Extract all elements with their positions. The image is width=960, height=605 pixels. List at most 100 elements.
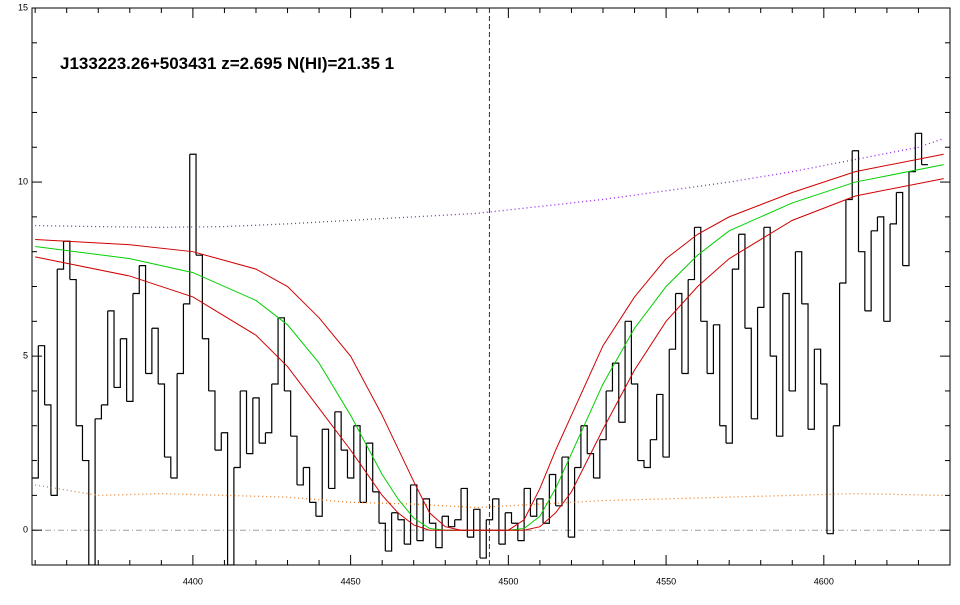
flux-step <box>315 429 323 517</box>
flux-step <box>290 435 298 485</box>
flux-step <box>713 324 721 426</box>
dotted-curve <box>35 484 944 509</box>
flux-step <box>732 234 740 270</box>
flux-step <box>44 404 52 496</box>
flux-step <box>252 397 260 444</box>
flux-step <box>69 278 77 426</box>
flux-step <box>322 428 330 489</box>
flux-step <box>372 491 380 524</box>
flux-step <box>107 310 115 388</box>
flux-step <box>814 348 822 384</box>
flux-step <box>467 509 475 538</box>
chart-title: J133223.26+503431 z=2.695 N(HI)=21.35 1 <box>60 54 394 73</box>
flux-step <box>50 269 58 496</box>
flux-step <box>303 466 311 503</box>
axes: 4400 4450 4500 4550 4600 0 5 10 15 <box>18 2 950 586</box>
y-tick-label: 0 <box>23 525 28 535</box>
flux-step <box>763 226 771 357</box>
flux-step <box>240 390 248 454</box>
flux-step <box>782 292 790 391</box>
flux-step <box>726 269 733 444</box>
flux-step <box>177 303 185 375</box>
flux-step <box>751 307 759 420</box>
flux-step <box>32 345 39 479</box>
flux-step <box>776 293 784 437</box>
flux-step <box>461 487 468 538</box>
y-tick-label: 15 <box>18 2 28 12</box>
flux-step <box>164 456 172 478</box>
flux-step <box>38 345 46 405</box>
flux-step <box>568 467 576 538</box>
flux-step <box>423 498 431 524</box>
flux-step <box>700 320 708 374</box>
flux-step <box>631 383 639 461</box>
flux-step <box>896 191 904 266</box>
flux-step <box>76 425 84 461</box>
flux-step <box>852 150 860 252</box>
flux-step <box>227 467 235 565</box>
flux-step <box>820 383 828 534</box>
flux-step <box>858 251 866 311</box>
flux-step <box>530 498 538 517</box>
flux-step <box>208 390 216 451</box>
flux-step <box>662 349 670 458</box>
flux-step <box>139 265 147 374</box>
flux-step <box>328 411 336 490</box>
flux-step <box>669 293 677 350</box>
flux-step <box>278 317 285 391</box>
flux-step <box>132 265 140 295</box>
flux-step <box>707 324 715 375</box>
flux-step <box>246 397 254 455</box>
flux-step <box>517 488 525 542</box>
flux-step <box>770 355 778 437</box>
flux-step <box>442 515 450 527</box>
flux-step <box>498 512 506 545</box>
flux-step <box>637 459 645 468</box>
flux-step <box>644 439 651 469</box>
flux-step <box>385 512 393 552</box>
flux-step <box>259 432 267 444</box>
flux-step <box>158 383 166 458</box>
flux-step <box>454 488 462 521</box>
flux-step <box>675 292 683 374</box>
flux-step <box>839 199 847 284</box>
flux-step <box>416 498 424 542</box>
flux-step <box>379 522 386 552</box>
flux-step <box>757 227 765 308</box>
flux-step <box>284 390 292 437</box>
flux-step <box>587 453 595 478</box>
flux-step <box>492 498 500 545</box>
flux-step <box>789 251 797 392</box>
flux-step <box>694 226 702 322</box>
x-tick-label: 4500 <box>498 576 518 586</box>
flux-step <box>511 522 519 541</box>
flux-step <box>88 418 96 565</box>
flux-step <box>877 216 885 322</box>
flux-step <box>574 425 582 469</box>
flux-step <box>101 310 109 406</box>
flux-step <box>265 383 273 434</box>
flux-step <box>341 449 349 478</box>
flux-step <box>126 293 134 402</box>
flux-step <box>435 516 443 549</box>
flux-step <box>738 233 746 329</box>
flux-step <box>296 467 304 486</box>
y-tick-label: 5 <box>23 351 28 361</box>
flux-step <box>801 303 809 430</box>
flux-step <box>486 498 494 521</box>
flux-step <box>890 192 897 225</box>
flux-step <box>833 283 841 427</box>
flux-step <box>593 439 601 479</box>
flux-step <box>681 279 689 375</box>
flux-step <box>543 474 550 524</box>
frame <box>31 7 951 566</box>
flux-step <box>625 320 632 384</box>
x-tick-label: 4550 <box>656 576 676 586</box>
flux-step <box>82 459 90 565</box>
flux-step <box>189 153 197 256</box>
flux-step <box>618 321 626 423</box>
flux-step <box>309 501 317 517</box>
x-tick-label: 4600 <box>814 576 834 586</box>
